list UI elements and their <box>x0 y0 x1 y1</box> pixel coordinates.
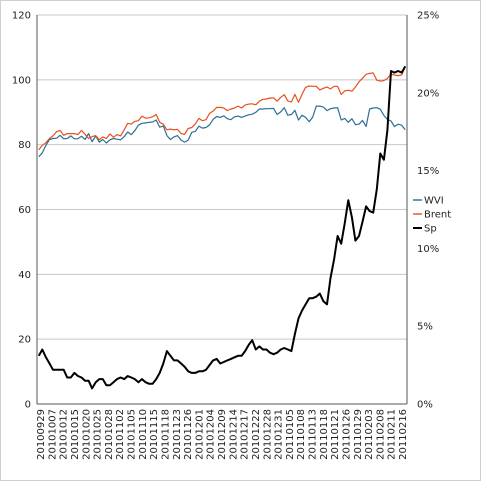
x-tick-label: 20101201 <box>194 409 205 460</box>
y2-tick-label: 15% <box>417 166 439 177</box>
x-tick-label: 20101007 <box>47 409 58 460</box>
x-tick-label: 20101209 <box>217 409 228 460</box>
x-tick-label: 20101102 <box>115 409 126 460</box>
x-tick-label: 20100929 <box>36 409 47 460</box>
series-line-brent <box>38 66 406 151</box>
x-tick-label: 20101020 <box>81 409 92 460</box>
x-tick-label: 20110216 <box>398 409 409 460</box>
x-tick-label: 20101228 <box>262 409 273 460</box>
y2-tick-label: 20% <box>417 88 439 99</box>
y-tick-label: 120 <box>12 11 31 22</box>
x-tick-label: 20101217 <box>240 409 251 460</box>
y-tick-label: 80 <box>18 140 31 151</box>
x-tick-label: 20101025 <box>93 409 104 460</box>
x-tick-label: 20101105 <box>127 409 138 460</box>
series-line-wvi <box>38 105 406 158</box>
x-tick-label: 20101118 <box>160 409 171 460</box>
y-tick-label: 60 <box>18 205 31 216</box>
x-tick-label: 20101110 <box>138 409 149 460</box>
x-tick-label: 20101126 <box>183 409 194 460</box>
y2-tick-label: 5% <box>417 322 433 333</box>
x-tick-label: 20110126 <box>341 409 352 460</box>
y-tick-label: 20 <box>18 335 31 346</box>
x-tick-label: 20101012 <box>59 409 70 460</box>
x-tick-label: 20110121 <box>330 409 341 460</box>
x-tick-label: 20101214 <box>228 409 239 460</box>
x-tick-label: 20110211 <box>387 409 398 460</box>
legend: WVI Brent Sp <box>413 196 451 235</box>
legend-label-sp: Sp <box>424 224 437 235</box>
x-tick-label: 20101015 <box>70 409 81 460</box>
x-tick-label: 20110105 <box>285 409 296 460</box>
y2-tick-label: 10% <box>417 244 439 255</box>
axes <box>36 15 408 405</box>
y2-tick-label: 0% <box>417 400 433 411</box>
x-tick-label: 20110108 <box>296 409 307 460</box>
x-tick-label: 20101123 <box>172 409 183 460</box>
series-line-sp <box>37 65 407 390</box>
y2-tick-label: 25% <box>417 11 439 22</box>
y-tick-label: 40 <box>18 270 31 281</box>
right-y-tick-labels: 0% 5% 10% 15% 20% 25% <box>417 11 439 411</box>
legend-label-brent: Brent <box>424 210 451 221</box>
x-tick-label: 20101231 <box>274 409 285 460</box>
y-tick-label: 100 <box>12 75 31 86</box>
x-tick-label: 20110113 <box>308 409 319 460</box>
x-tick-label: 20101028 <box>104 409 115 460</box>
left-y-tick-labels: 0 20 40 60 80 100 120 <box>12 11 31 411</box>
x-tick-labels: 20100929 20101007 20101012 20101015 20101020… <box>36 409 409 460</box>
series-lines <box>37 65 407 390</box>
x-tick-label: 20101204 <box>206 409 217 460</box>
x-tick-label: 20110208 <box>375 409 386 460</box>
y-tick-label: 0 <box>25 400 31 411</box>
x-tick-label: 20110129 <box>353 409 364 460</box>
x-tick-label: 20101222 <box>251 409 262 460</box>
legend-label-wvi: WVI <box>424 196 444 207</box>
gridlines <box>37 14 407 405</box>
x-tick-label: 20110203 <box>364 409 375 460</box>
x-tick-label: 20101115 <box>149 409 160 460</box>
x-tick-label: 20110118 <box>319 409 330 460</box>
